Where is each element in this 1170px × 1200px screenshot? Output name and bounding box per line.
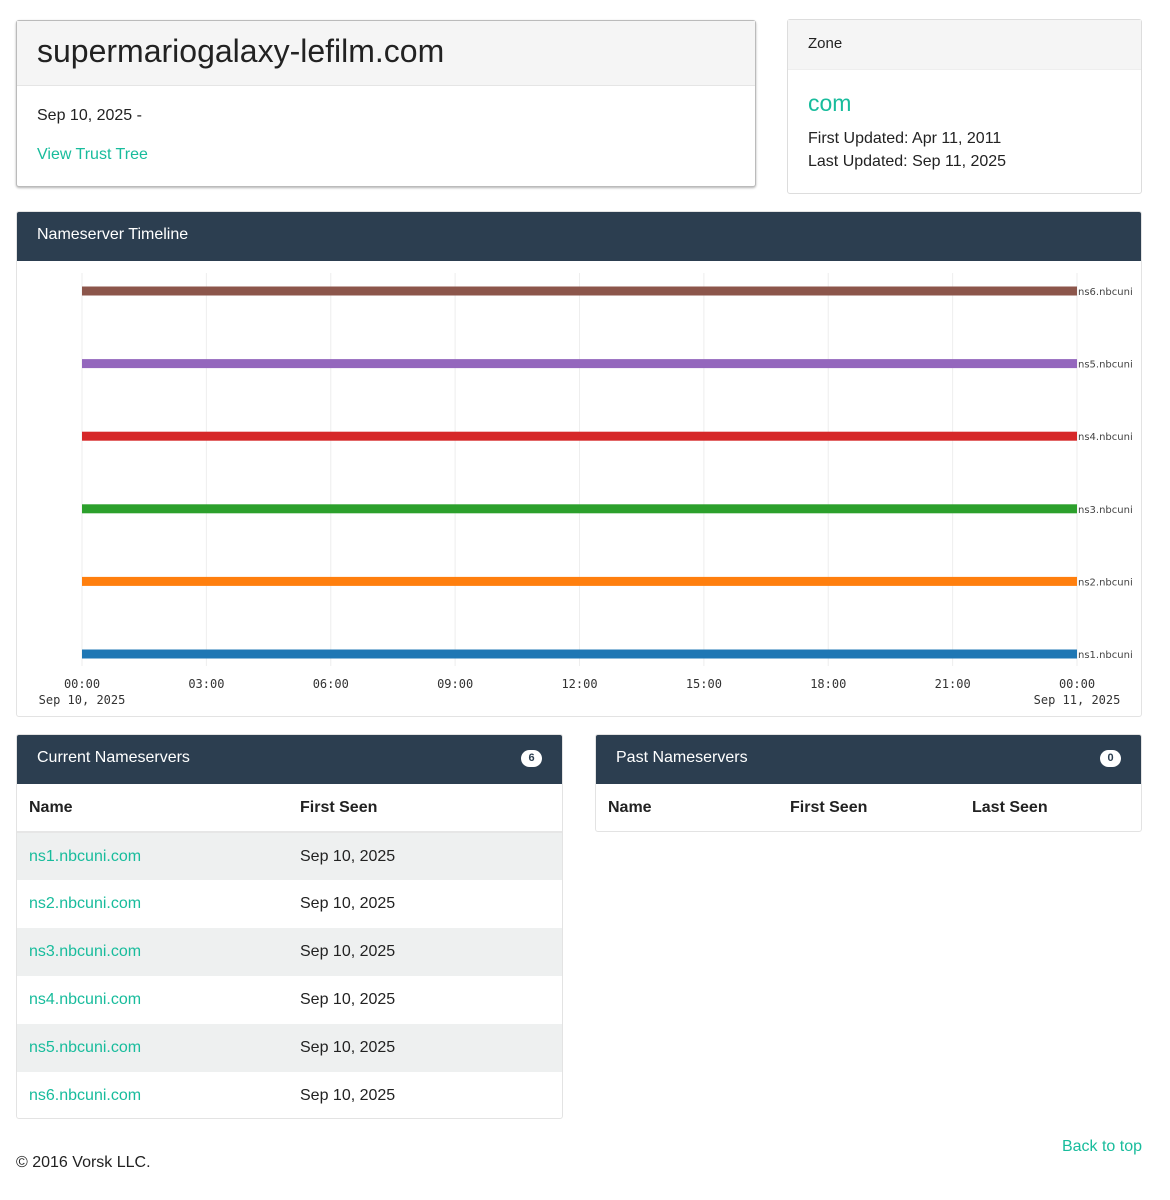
col-name[interactable]: Name (17, 784, 300, 833)
col-last-seen[interactable]: Last Seen (960, 784, 1141, 831)
x-tick-label: 00:00 (1059, 677, 1095, 691)
nameserver-link[interactable]: ns2.nbcuni.com (29, 895, 142, 912)
nameserver-link[interactable]: ns1.nbcuni.com (29, 847, 142, 865)
x-tick-label: 12:00 (561, 677, 597, 691)
nameserver-link[interactable]: ns5.nbcuni.com (29, 1039, 142, 1056)
current-nameservers-table: Name First Seen ns1.nbcuni.com Sep 10, 202… (17, 784, 562, 1118)
timeline-title: Nameserver Timeline (17, 212, 1141, 261)
x-tick-date: Sep 11, 2025 (1034, 693, 1121, 707)
table-row: ns6.nbcuni.com Sep 10, 2025 (17, 1072, 562, 1118)
timeline-bar[interactable] (82, 431, 1077, 441)
first-seen: Sep 10, 2025 (300, 1087, 396, 1104)
zone-link[interactable]: com (808, 90, 852, 116)
zone-first-updated: First Updated: Apr 11, 2011 (808, 130, 1002, 147)
table-row: ns3.nbcuni.com Sep 10, 2025 (17, 928, 562, 976)
series-label: ns3.nbcuni (1078, 505, 1133, 516)
x-tick-label: 18:00 (810, 677, 846, 691)
back-to-top-link[interactable]: Back to top (1061, 1138, 1142, 1155)
table-row: ns4.nbcuni.com Sep 10, 2025 (17, 976, 562, 1024)
x-tick-date: Sep 10, 2025 (39, 693, 126, 707)
timeline-bar[interactable] (82, 359, 1077, 369)
nameserver-link[interactable]: ns4.nbcuni.com (29, 991, 142, 1008)
table-row: ns5.nbcuni.com Sep 10, 2025 (17, 1024, 562, 1072)
x-tick-label: 15:00 (686, 677, 722, 691)
timeline-bar[interactable] (82, 504, 1077, 514)
zone-last-updated: Last Updated: Sep 11, 2025 (808, 153, 1007, 170)
domain-card: supermariogalaxy-lefilm.com Sep 10, 2025… (16, 20, 756, 187)
view-trust-tree-link[interactable]: View Trust Tree (37, 146, 148, 163)
zone-card: Zone com First Updated: Apr 11, 2011 Las… (787, 19, 1142, 194)
current-nameservers-panel: Current Nameservers 6 Name First Seen ns1.… (16, 734, 563, 1119)
col-name[interactable]: Name (596, 784, 778, 831)
table-row: ns2.nbcuni.com Sep 10, 2025 (17, 880, 562, 928)
series-label: ns4.nbcuni (1078, 432, 1133, 443)
series-label: ns5.nbcuni (1078, 360, 1133, 371)
series-label: ns6.nbcuni (1078, 287, 1133, 298)
copyright: © 2016 Vorsk LLC. (16, 1154, 151, 1171)
zone-header: Zone (788, 20, 1141, 70)
past-title: Past Nameservers (616, 749, 748, 766)
past-nameservers-panel: Past Nameservers 0 Name First Seen Last See… (595, 734, 1142, 832)
table-row: ns1.nbcuni.com Sep 10, 2025 (17, 832, 562, 880)
first-seen: Sep 10, 2025 (300, 928, 562, 976)
current-count-badge: 6 (521, 750, 542, 767)
first-seen: Sep 10, 2025 (300, 832, 562, 880)
nameserver-link[interactable]: ns3.nbcuni.com (29, 943, 142, 960)
x-tick-label: 03:00 (188, 677, 224, 691)
domain-date-range: Sep 10, 2025 - (37, 107, 142, 124)
x-tick-label: 21:00 (935, 677, 971, 691)
series-label: ns1.nbcuni (1078, 650, 1133, 661)
domain-title: supermariogalaxy-lefilm.com (37, 33, 445, 69)
series-label: ns2.nbcuni (1078, 577, 1133, 588)
col-first-seen[interactable]: First Seen (300, 784, 562, 833)
first-seen: Sep 10, 2025 (300, 895, 396, 912)
past-nameservers-table: Name First Seen Last Seen (596, 784, 1141, 831)
current-title: Current Nameservers (37, 749, 190, 766)
x-tick-label: 00:00 (64, 677, 100, 691)
timeline-chart: 00:00 Sep 10, 2025 03:00 06:00 09:00 12:00 15:… (39, 273, 1133, 707)
first-seen: Sep 10, 2025 (300, 991, 396, 1008)
first-seen: Sep 10, 2025 (300, 1024, 562, 1072)
past-count-badge: 0 (1100, 750, 1121, 767)
x-tick-label: 09:00 (437, 677, 473, 691)
nameserver-link[interactable]: ns6.nbcuni.com (29, 1087, 142, 1104)
timeline-bar[interactable] (82, 576, 1077, 586)
x-tick-label: 06:00 (313, 677, 349, 691)
timeline-bar[interactable] (82, 649, 1077, 659)
col-first-seen[interactable]: First Seen (778, 784, 960, 831)
timeline-bar[interactable] (82, 286, 1077, 296)
nameserver-timeline-panel: Nameserver Timeline 00:00 Sep 10, 2025 03:… (16, 211, 1142, 717)
